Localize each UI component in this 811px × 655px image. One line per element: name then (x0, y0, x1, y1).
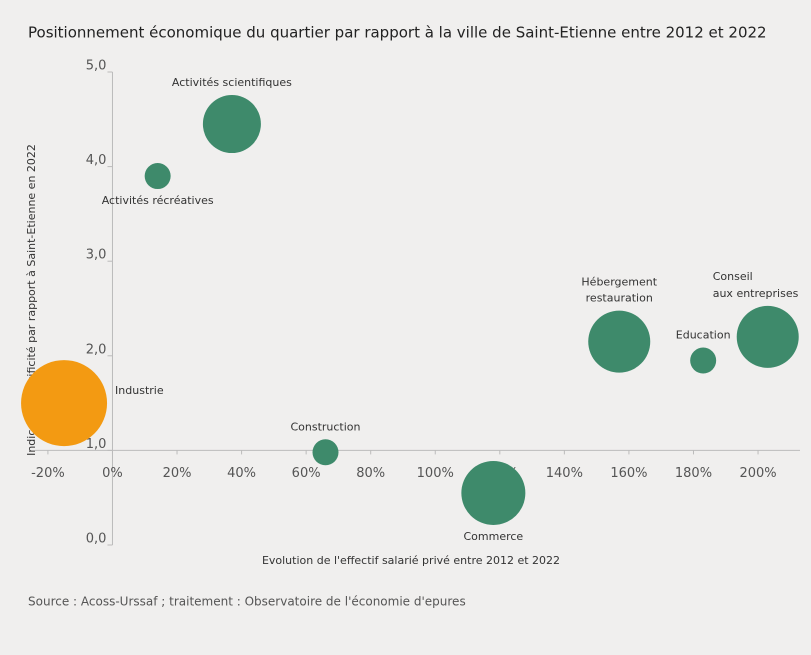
bubble (736, 305, 799, 368)
bubble-label: aux entreprises (713, 287, 799, 300)
x-tick-label: 200% (739, 466, 776, 481)
x-tick-label: 100% (417, 466, 454, 481)
bubble-label: Activités scientifiques (172, 76, 292, 89)
x-tick-label: 160% (610, 466, 647, 481)
y-tick-label: 5,0 (86, 59, 107, 74)
bubble (144, 163, 171, 190)
x-tick-label: 180% (675, 466, 712, 481)
bubble-label: Industrie (115, 384, 164, 397)
x-tick-label: 140% (546, 466, 583, 481)
bubble-label: Conseil (713, 270, 753, 283)
x-tick-label: -20% (31, 466, 65, 481)
bubble (312, 439, 339, 466)
source: Source : Acoss-Urssaf ; traitement : Obs… (28, 595, 466, 609)
x-axis-title: Evolution de l'effectif salarié privé en… (262, 554, 560, 567)
x-tick-label: 40% (227, 466, 256, 481)
bubble-label: Education (676, 329, 731, 342)
bubble (202, 95, 261, 154)
chart-title: Positionnement économique du quartier pa… (28, 24, 767, 42)
y-tick-label: 3,0 (86, 248, 107, 263)
bubble-label: Hébergement (581, 276, 657, 289)
x-tick-label: 60% (292, 466, 321, 481)
bubble-label: restauration (586, 292, 653, 305)
x-tick-label: 20% (163, 466, 192, 481)
bubble (461, 460, 526, 525)
x-tick-label: 0% (102, 466, 123, 481)
bubble-label: Activités récréatives (102, 194, 214, 207)
bubble-label: Commerce (463, 530, 523, 543)
bubble (588, 310, 651, 373)
y-tick-label: 1,0 (86, 437, 107, 452)
bubble (690, 347, 717, 374)
bubble-label: Construction (290, 420, 360, 433)
x-tick-label: 80% (356, 466, 385, 481)
bubble (21, 360, 108, 447)
y-tick-label: 2,0 (86, 342, 107, 357)
y-tick-label: 4,0 (86, 153, 107, 168)
y-tick-label: 0,0 (86, 532, 107, 547)
